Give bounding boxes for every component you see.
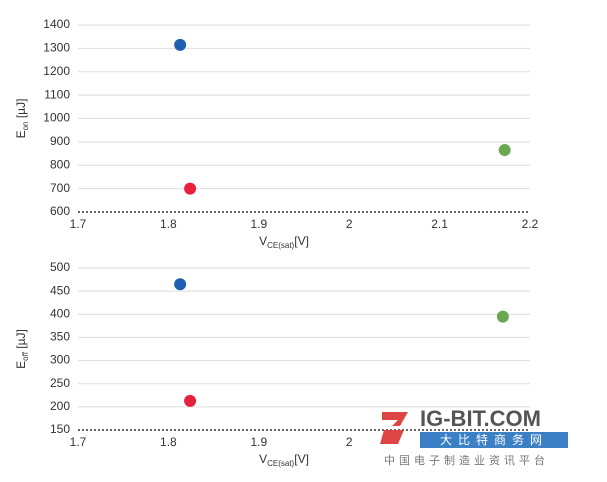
x-tick-label: 1.8 <box>160 217 177 231</box>
point <box>174 38 187 51</box>
y-tick-label: 450 <box>50 283 70 297</box>
y-axis-label: Eon [µJ] <box>14 99 30 139</box>
x-tick-label: 1.9 <box>250 435 267 449</box>
x-axis-label-sub: CE(sat) <box>267 241 294 250</box>
y-tick-label: 250 <box>50 376 70 390</box>
y-axis-label-main: E <box>14 361 28 369</box>
watermark: IG-BIT.COM 大比特商务网 中国电子制造业资讯平台 <box>380 406 568 467</box>
point <box>498 144 511 157</box>
point <box>184 394 197 407</box>
x-axis-label-unit: [V] <box>294 452 309 466</box>
y-tick-label: 500 <box>50 260 70 274</box>
x-axis-label-sub: CE(sat) <box>267 459 294 468</box>
y-axis-label-main: E <box>14 130 28 138</box>
watermark-tagline: 中国电子制造业资讯平台 <box>384 453 549 467</box>
y-axis-label-sub: off <box>21 351 30 361</box>
x-tick-label: 2 <box>346 217 353 231</box>
y-axis-label-sub: on <box>21 122 30 131</box>
x-tick-label: 1.9 <box>250 217 267 231</box>
x-tick-label: 2.2 <box>522 217 539 231</box>
x-axis-label-main: V <box>259 234 267 248</box>
x-tick-label: 2.1 <box>431 217 448 231</box>
y-tick-label: 200 <box>50 399 70 413</box>
y-tick-label: 1300 <box>43 41 70 55</box>
watermark-band <box>420 432 568 448</box>
y-tick-label: 1100 <box>44 87 70 101</box>
y-tick-label: 300 <box>50 353 70 367</box>
y-tick-label: 900 <box>50 134 70 148</box>
watermark-brand: IG-BIT.COM <box>420 406 541 431</box>
x-tick-label: 1.7 <box>70 217 87 231</box>
y-tick-label: 1000 <box>43 111 70 125</box>
y-tick-label: 400 <box>50 306 70 320</box>
watermark-site: 大比特商务网 <box>440 432 548 447</box>
y-tick-label: 1200 <box>43 64 70 78</box>
point <box>174 278 187 291</box>
x-tick-label: 2 <box>346 435 353 449</box>
x-tick-label: 1.8 <box>160 435 177 449</box>
x-axis-label: VCE(sat)[V] <box>259 234 309 250</box>
y-tick-label: 150 <box>50 422 70 436</box>
y-tick-label: 700 <box>50 181 70 195</box>
y-axis-label: Eoff [µJ] <box>14 329 30 369</box>
y-tick-label: 600 <box>50 204 70 218</box>
point <box>496 310 509 323</box>
y-tick-label: 800 <box>50 157 70 171</box>
x-axis-label: VCE(sat)[V] <box>259 452 309 468</box>
x-tick-label: 1.7 <box>70 435 87 449</box>
y-tick-label: 1400 <box>43 17 70 31</box>
y-axis-label-unit: [µJ] <box>14 329 28 352</box>
y-axis-label-unit: [µJ] <box>14 99 28 122</box>
x-axis-label-unit: [V] <box>294 234 309 248</box>
y-tick-label: 350 <box>50 330 70 344</box>
point <box>184 182 197 195</box>
watermark-logo <box>380 412 408 444</box>
x-axis-label-main: V <box>259 452 267 466</box>
